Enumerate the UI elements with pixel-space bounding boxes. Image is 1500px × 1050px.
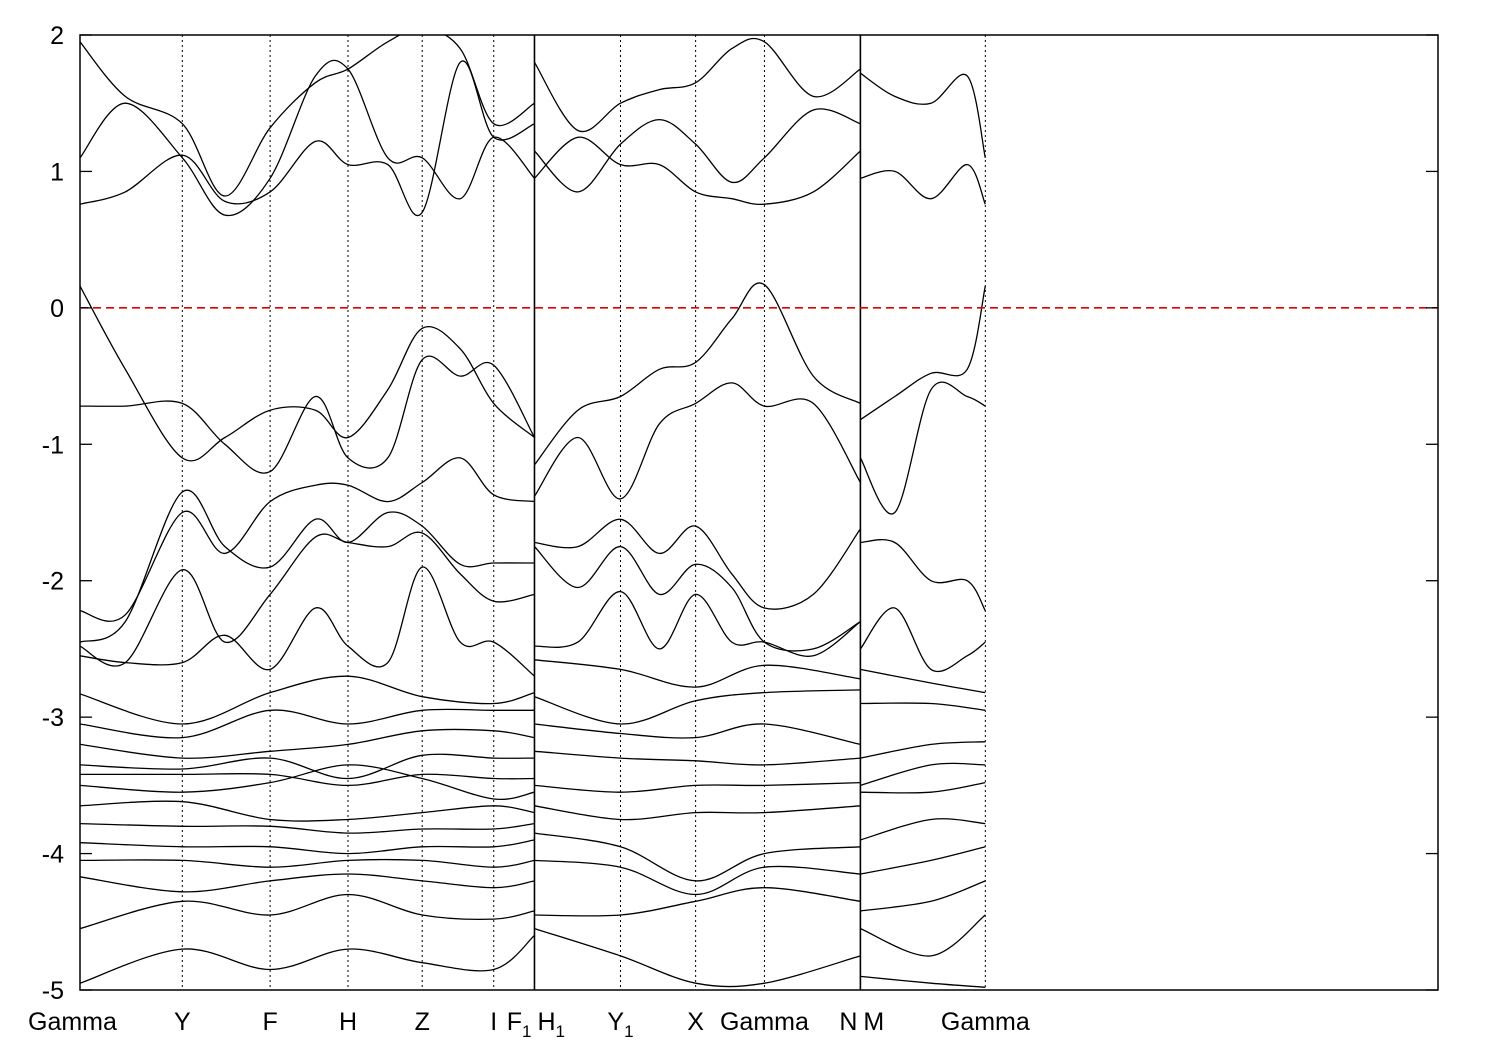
band-line — [534, 859, 861, 896]
plot-frame — [79, 34, 1439, 991]
y-tick-label: -3 — [42, 704, 64, 732]
x-kpoint-label: I — [490, 1008, 497, 1036]
band-line — [80, 355, 536, 474]
band-lines — [80, 35, 986, 988]
band-line — [860, 762, 986, 787]
band-line — [534, 518, 861, 610]
band-line — [80, 858, 535, 868]
band-line — [534, 750, 861, 766]
band-line — [80, 753, 535, 780]
band-line — [80, 675, 535, 725]
band-line — [860, 818, 986, 841]
x-kpoint-label: X — [687, 1008, 704, 1036]
band-line — [80, 59, 535, 217]
band-line — [859, 607, 986, 672]
band-line — [534, 108, 861, 193]
band-line — [80, 708, 535, 739]
y-tick-label: -1 — [42, 431, 64, 459]
y-tick-label: -2 — [42, 568, 64, 596]
band-line — [80, 934, 535, 984]
band-line — [860, 846, 986, 875]
band-line — [534, 689, 861, 725]
band-line — [534, 545, 861, 652]
band-line — [534, 887, 861, 917]
y-tick-label: -4 — [42, 841, 64, 869]
band-line — [534, 723, 861, 746]
band-line — [860, 285, 986, 421]
x-kpoint-label: M — [863, 1008, 884, 1036]
band-line — [80, 35, 535, 197]
band-line — [860, 880, 986, 912]
band-line — [80, 764, 535, 801]
band-line — [860, 539, 986, 612]
y-tick-label: -5 — [42, 977, 64, 1005]
band-line — [860, 163, 986, 205]
x-kpoint-label: Z — [415, 1008, 430, 1036]
band-line — [860, 702, 986, 711]
x-kpoint-label: Gamma — [941, 1008, 1030, 1036]
band-line — [860, 781, 986, 794]
band-line — [80, 285, 535, 462]
band-line — [534, 136, 861, 206]
x-axis-labels: Gamma Y F H Z I F1 H1 Y1 X Gamma N M Gamma — [28, 1008, 1030, 1041]
band-line — [860, 975, 986, 988]
band-line — [860, 668, 986, 694]
x-kpoint-label: N — [839, 1008, 857, 1036]
band-line — [533, 37, 861, 133]
band-line — [80, 60, 535, 217]
band-line — [860, 914, 986, 957]
band-line — [534, 805, 861, 821]
band-line — [533, 382, 861, 500]
band-line — [80, 893, 535, 930]
band-line — [534, 659, 861, 688]
band-line — [80, 822, 535, 834]
band-line — [533, 282, 861, 466]
band-line — [534, 781, 861, 793]
band-line — [80, 873, 535, 893]
band-line — [534, 590, 861, 657]
band-line — [534, 832, 861, 882]
band-line — [80, 457, 535, 622]
x-kpoint-label: Y — [174, 1008, 191, 1036]
band-line — [80, 772, 535, 787]
band-line — [859, 381, 986, 515]
band-line — [80, 728, 535, 759]
y-axis-ticks: -5 -4 -3 -2 -1 0 1 2 — [42, 22, 1438, 1005]
y-tick-label: 2 — [50, 22, 64, 50]
x-kpoint-label: Gamma — [720, 1008, 809, 1036]
y-tick-label: 1 — [50, 158, 64, 186]
band-line — [534, 927, 861, 988]
band-line — [860, 741, 986, 759]
band-line — [80, 531, 535, 667]
kpoint-gridlines — [181, 35, 986, 990]
x-kpoint-label: Gamma — [28, 1008, 117, 1036]
y-tick-label: 0 — [50, 295, 64, 323]
x-kpoint-label: H — [339, 1008, 357, 1036]
band-line — [80, 839, 535, 855]
band-line — [80, 800, 535, 822]
band-line — [80, 566, 535, 677]
x-kpoint-label: F — [262, 1008, 277, 1036]
band-line — [80, 489, 535, 643]
band-line — [860, 72, 986, 158]
